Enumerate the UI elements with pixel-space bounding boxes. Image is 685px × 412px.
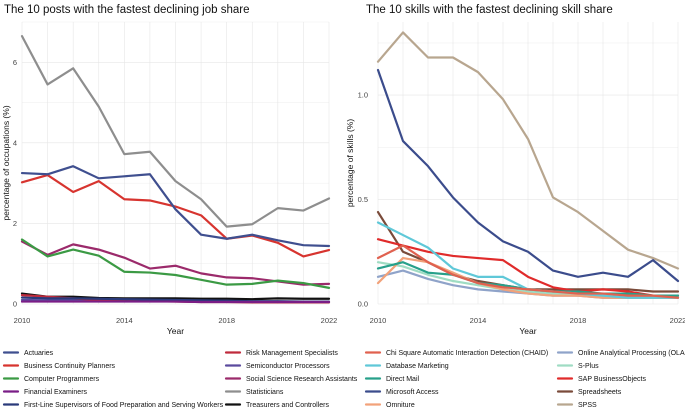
series-line-statisticians	[20, 35, 331, 228]
legend-label: Omniture	[386, 402, 415, 409]
legend-label: SPSS	[578, 402, 597, 409]
legend-label: Database Marketing	[386, 363, 449, 370]
x-tick-label: 2018	[570, 316, 587, 325]
series-line-spss	[376, 31, 680, 270]
x-tick-label: 2022	[321, 316, 338, 325]
x-tick-label: 2014	[116, 316, 133, 325]
y-tick-label: 0	[13, 300, 17, 309]
x-tick-label: 2010	[14, 316, 31, 325]
series-line-sap-businessobjects	[376, 238, 680, 297]
legend-label: Actuaries	[24, 350, 54, 357]
series-group	[20, 35, 331, 304]
x-tick-label: 2010	[370, 316, 387, 325]
y-tick-label: 4	[13, 138, 17, 147]
legend-label: Chi Square Automatic Interaction Detecti…	[386, 350, 548, 357]
series-line-computer-programmers	[20, 238, 331, 289]
y-tick-label: 0.0	[358, 300, 368, 309]
chart-panel-1: The 10 posts with the fastest declining …	[1, 4, 358, 409]
legend-label: Online Analytical Processing (OLAP)	[578, 350, 685, 357]
series-group	[376, 31, 680, 299]
chart-panel-2: The 10 skills with the fastest declining…	[345, 4, 685, 409]
legend-label: First-Line Supervisors of Food Preparati…	[24, 402, 224, 409]
x-axis-title: Year	[519, 326, 536, 336]
legend: Chi Square Automatic Interaction Detecti…	[364, 350, 685, 409]
x-tick-label: 2022	[670, 316, 685, 325]
y-tick-label: 0.5	[358, 195, 368, 204]
chart-title: The 10 posts with the fastest declining …	[4, 4, 249, 16]
x-axis-title: Year	[167, 326, 184, 336]
series-line-microsoft-access	[376, 68, 680, 283]
legend-label: Treasurers and Controllers	[246, 402, 329, 409]
legend-label: S-Plus	[578, 363, 599, 370]
legend-label: Risk Management Specialists	[246, 350, 338, 357]
legend-label: Direct Mail	[386, 376, 420, 383]
x-tick-label: 2014	[470, 316, 487, 325]
y-tick-label: 1.0	[358, 91, 368, 100]
legend-label: Spreadsheets	[578, 389, 622, 396]
y-tick-label: 6	[13, 58, 17, 67]
legend-label: SAP BusinessObjects	[578, 376, 646, 383]
series-line-actuaries	[20, 165, 331, 248]
legend-label: Computer Programmers	[24, 376, 100, 383]
y-axis-title: percentage of occupations (%)	[1, 105, 11, 220]
series-line-treasurers-and-controllers	[20, 292, 331, 301]
legend-label: Social Science Research Assistants	[246, 376, 358, 383]
legend: Actuaries Business Continuity Planners Com…	[2, 350, 358, 409]
legend-label: Semiconductor Processors	[246, 363, 330, 370]
y-axis-title: percentage of skills (%)	[345, 119, 355, 208]
legend-label: Microsoft Access	[386, 389, 439, 396]
x-tick-label: 2018	[218, 316, 235, 325]
series-line-business-continuity-planners	[20, 173, 331, 258]
y-tick-label: 2	[13, 219, 17, 228]
chart-title: The 10 skills with the fastest declining…	[366, 4, 613, 16]
legend-label: Business Continuity Planners	[24, 363, 116, 370]
legend-label: Statisticians	[246, 389, 284, 396]
series-line-chi-square-automatic-interaction-detection-chaid	[376, 244, 680, 299]
legend-label: Financial Examiners	[24, 389, 88, 396]
